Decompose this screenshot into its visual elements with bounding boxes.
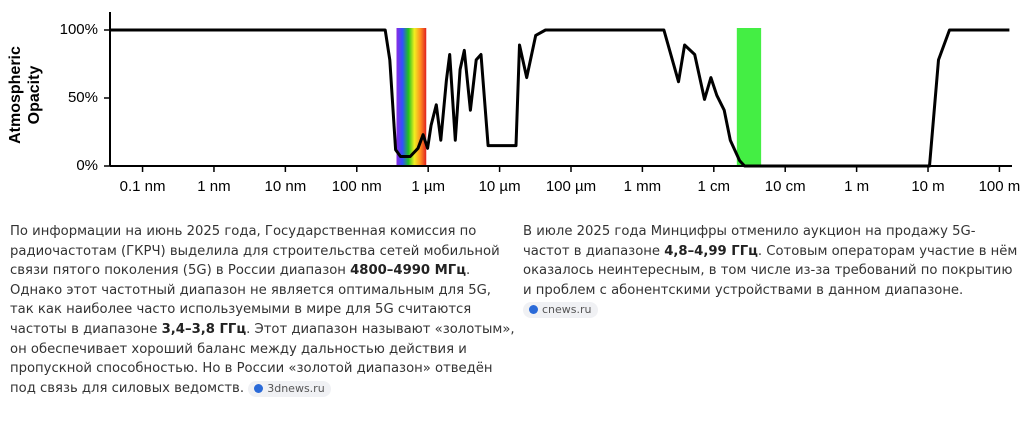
x-tick-label: 100 nm xyxy=(332,178,382,195)
x-tick-label: 10 m xyxy=(911,178,944,195)
opacity-line xyxy=(110,28,1010,168)
y-tick-label: 0% xyxy=(76,157,98,174)
y-tick-label: 50% xyxy=(68,89,98,106)
source-chip[interactable]: cnews.ru xyxy=(523,302,598,319)
x-tick-label: 10 cm xyxy=(765,178,806,195)
source-name: cnews.ru xyxy=(542,303,592,317)
x-tick-label: 1 cm xyxy=(698,178,731,195)
text: . Сотовым операторам участие в нём оказа… xyxy=(523,243,1018,298)
x-tick-label: 0.1 nm xyxy=(120,178,166,195)
x-tick-label: 1 nm xyxy=(197,178,230,195)
x-tick-label: 1 m xyxy=(844,178,869,195)
source-name: 3dnews.ru xyxy=(267,381,325,395)
x-tick-label: 1 mm xyxy=(624,178,662,195)
bold-text: 4800–4990 МГц xyxy=(350,263,466,279)
source-chip[interactable]: 3dnews.ru xyxy=(248,380,331,397)
source-icon xyxy=(529,305,538,315)
chart: 0% 50% 100% 0.1 nm 1 nm 10 nm 100 nm 1 µm 10 µm 1… xyxy=(7,12,1021,195)
right-paragraph: В июле 2025 года Минцифры отменило аукци… xyxy=(523,222,1018,320)
text: . Однако этот частотный диапазон не явля… xyxy=(10,263,491,337)
x-tick-label: 100 m xyxy=(979,178,1021,195)
bold-text: 3,4–3,8 ГГц xyxy=(161,321,247,337)
band xyxy=(736,28,762,166)
y-axis-label: Opacity xyxy=(26,66,43,125)
y-axis-label: Atmospheric xyxy=(7,46,24,144)
bold-text: 4,8–4,99 ГГц xyxy=(664,243,758,259)
x-tick-label: 10 µm xyxy=(479,178,521,195)
x-tick-label: 10 nm xyxy=(265,178,307,195)
source-icon xyxy=(254,383,264,393)
text: В июле 2025 года Минцифры отменило аукци… xyxy=(523,224,976,259)
text: По информации на июнь 2025 года, Государ… xyxy=(10,224,500,279)
x-tick-label: 1 µm xyxy=(411,178,445,195)
y-tick-label: 100% xyxy=(60,21,98,38)
text: . Этот диапазон называют «золотым», он о… xyxy=(10,321,515,396)
x-tick-label: 100 µm xyxy=(546,178,596,195)
band xyxy=(396,28,427,166)
left-paragraph: По информации на июнь 2025 года, Государ… xyxy=(10,222,515,398)
